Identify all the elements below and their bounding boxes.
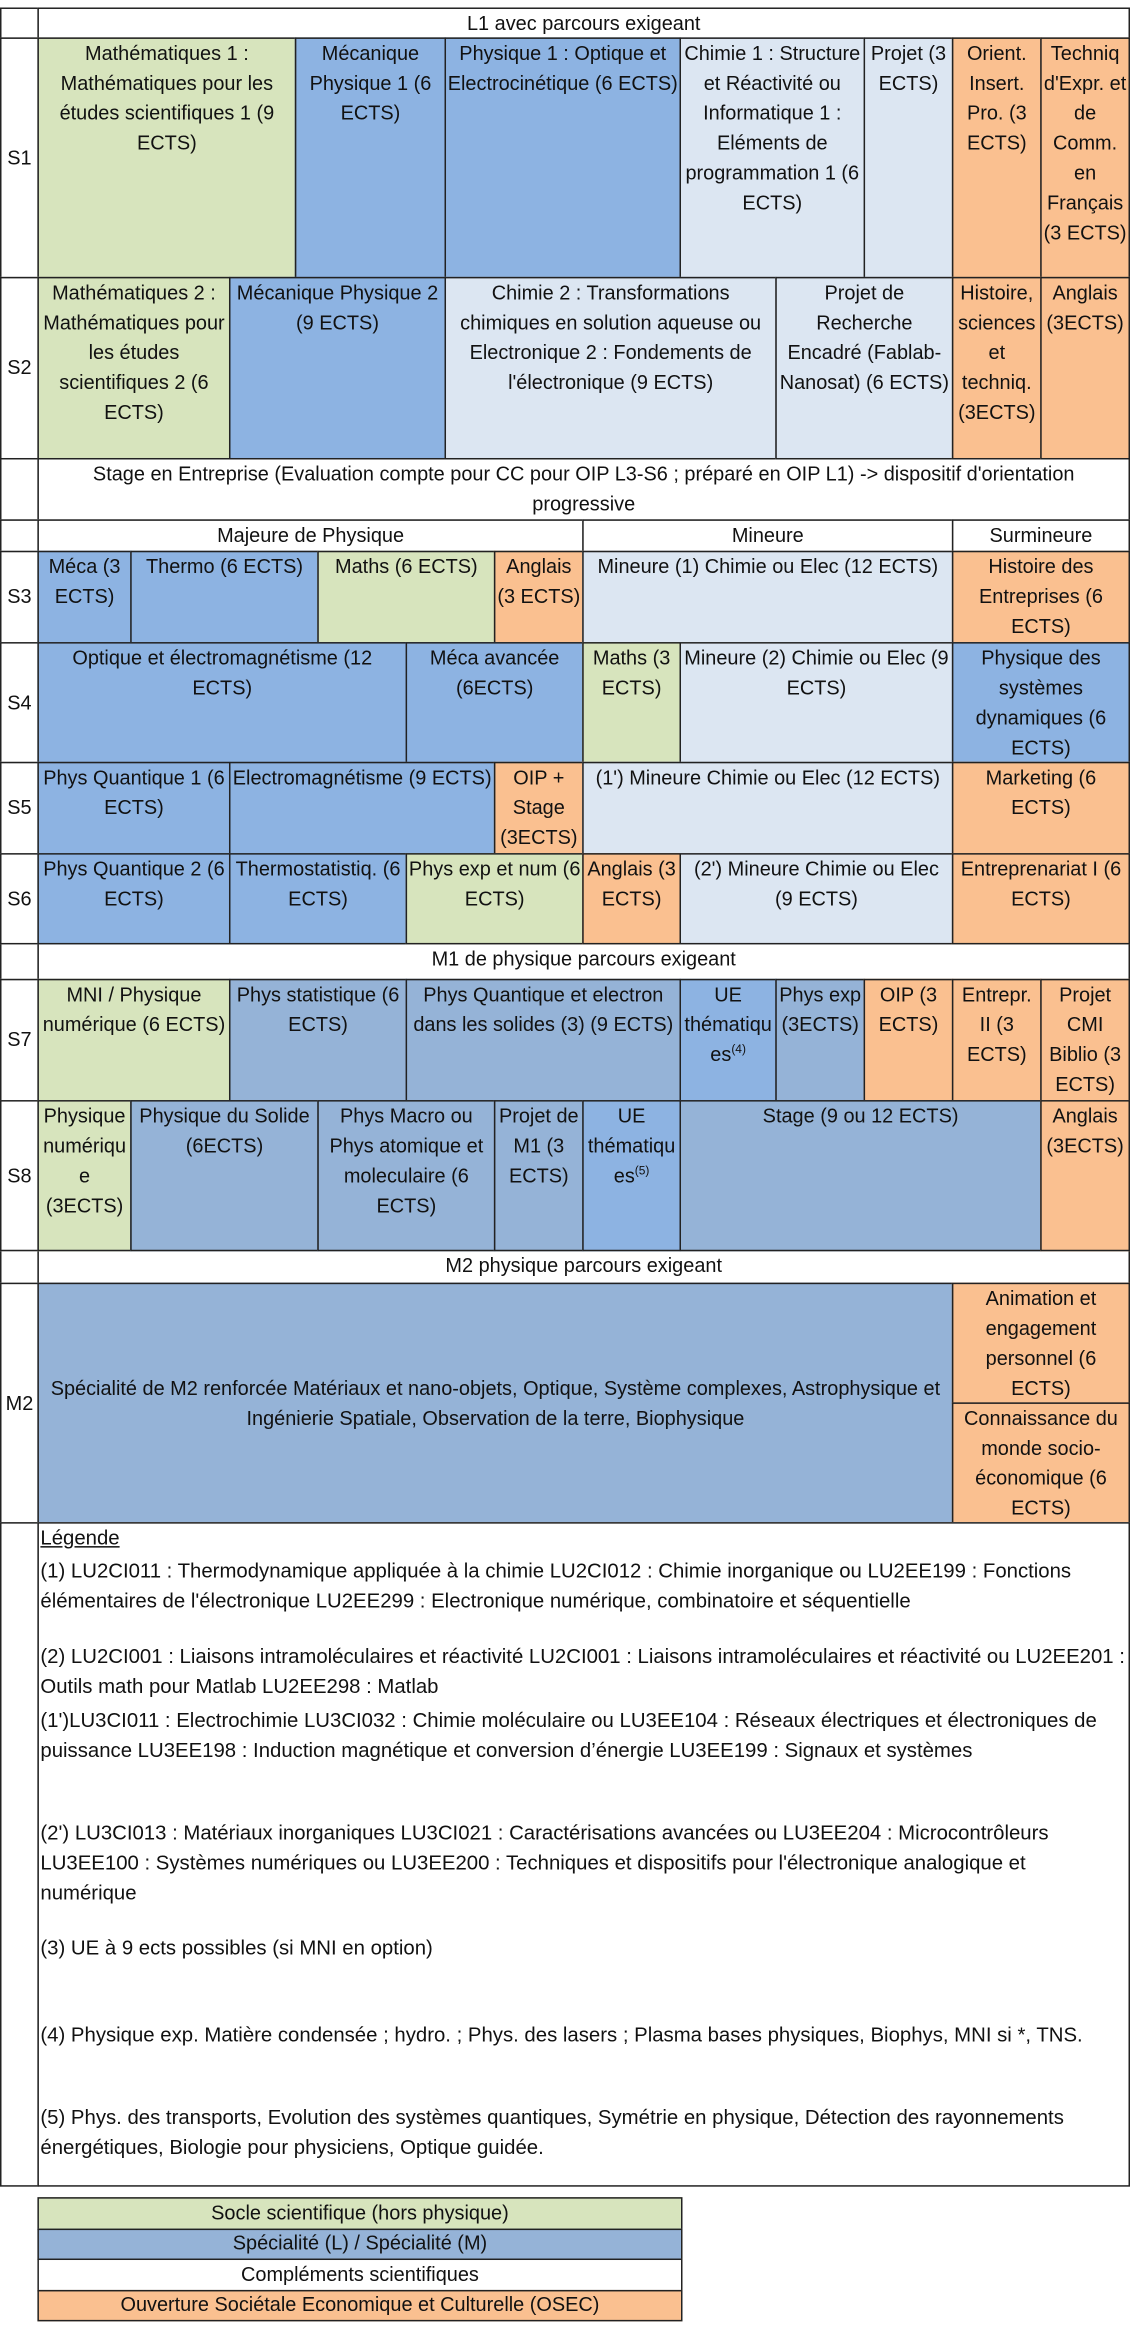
row-label: S3 (0, 550, 39, 644)
cell-text: UE thématiques (684, 983, 772, 1066)
course-cell: Maths (6 ECTS) (317, 550, 496, 644)
course-cell: Mécanique Physique 1 (6 ECTS) (294, 37, 447, 279)
row-label: S5 (0, 761, 39, 855)
course-cell: (1') Mineure Chimie ou Elec (12 ECTS) (582, 761, 954, 855)
course-cell: Entrepr. II (3 ECTS) (951, 978, 1042, 1102)
course-cell: OIP + Stage (3ECTS) (493, 761, 584, 855)
legend-item: (4) Physique exp. Matière condensée ; hy… (40, 2023, 1083, 2046)
course-cell: Animation et engagement personnel (6 ECT… (951, 1282, 1130, 1404)
course-cell: Phys Macro ou Phys atomique et moleculai… (317, 1100, 496, 1252)
course-cell: Mathématiques 1 : Mathématiques pour les… (37, 37, 297, 279)
row-label: S8 (0, 1100, 39, 1252)
section-title: L1 avec parcours exigeant (37, 7, 1130, 39)
course-cell: Physique du Solide (6ECTS) (130, 1100, 319, 1252)
course-cell: MNI / Physique numérique (6 ECTS) (37, 978, 231, 1102)
course-cell: Physique 1 : Optique et Electrocinétique… (444, 37, 681, 279)
column-header: Mineure (582, 519, 954, 553)
course-cell: Anglais (3ECTS) (1040, 276, 1130, 460)
course-cell: Mineure (1) Chimie ou Elec (12 ECTS) (582, 550, 954, 644)
course-cell: Phys exp (3ECTS) (775, 978, 866, 1102)
course-cell: Projet CMI Biblio (3 ECTS) (1040, 978, 1130, 1102)
course-cell: Projet (3 ECTS) (863, 37, 954, 279)
course-cell: Connaissance du monde socio-économique (… (951, 1402, 1130, 1524)
course-cell: Stage (9 ou 12 ECTS) (679, 1100, 1042, 1252)
course-cell: Histoire des Entreprises (6 ECTS) (951, 550, 1130, 644)
column-header: Surmineure (951, 519, 1130, 553)
course-cell: UE thématiques(5) (582, 1100, 681, 1252)
row-label (0, 7, 39, 39)
row-label: S4 (0, 642, 39, 764)
course-cell: Electromagnétisme (9 ECTS) (228, 761, 496, 855)
course-cell: Techniq d'Expr. et de Comm. en Français … (1040, 37, 1130, 279)
section-title: M1 de physique parcours exigeant (37, 942, 1130, 981)
section-title: M2 physique parcours exigeant (37, 1249, 1130, 1285)
course-cell: Thermo (6 ECTS) (130, 550, 319, 644)
row-label (0, 519, 39, 553)
legend-item: (2) LU2CI001 : Liaisons intramoléculaire… (40, 1644, 1125, 1698)
course-cell: Orient. Insert. Pro. (3 ECTS) (951, 37, 1042, 279)
course-cell: Mécanique Physique 2 (9 ECTS) (228, 276, 447, 460)
legend-item: (1) LU2CI011 : Thermodynamique appliquée… (40, 1559, 1072, 1612)
key-entry: Socle scientifique (hors physique) (37, 2197, 683, 2230)
row-label: S7 (0, 978, 39, 1102)
course-cell: (2') Mineure Chimie ou Elec (9 ECTS) (679, 853, 954, 945)
course-cell: Projet de M1 (3 ECTS) (493, 1100, 584, 1252)
cell-text: UE thématiques (587, 1104, 676, 1187)
row-label (0, 1249, 39, 1285)
course-cell: Méca avancée (6ECTS) (405, 642, 584, 764)
footnote-mark: (4) (731, 1042, 746, 1057)
course-cell: Chimie 2 : Transformations chimiques en … (444, 276, 777, 460)
course-cell: Optique et électromagnétisme (12 ECTS) (37, 642, 408, 764)
course-cell: Entreprenariat I (6 ECTS) (951, 853, 1130, 945)
course-cell: Projet de Recherche Encadré (Fablab-Nano… (775, 276, 954, 460)
course-cell: Phys Quantique et electron dans les soli… (405, 978, 681, 1102)
row-label (0, 457, 39, 521)
course-cell: Phys exp et num (6 ECTS) (405, 853, 584, 945)
course-cell: UE thématiques(4) (679, 978, 777, 1102)
row-label: S1 (0, 37, 39, 279)
course-cell: Mathématiques 2 : Mathématiques pour les… (37, 276, 231, 460)
course-cell: Anglais (3 ECTS) (582, 853, 681, 945)
legend-item: (1')LU3CI011 : Electrochimie LU3CI032 : … (40, 1709, 1097, 1762)
course-cell: Phys Quantique 2 (6 ECTS) (37, 853, 231, 945)
stage-row: Stage en Entreprise (Evaluation compte p… (37, 457, 1130, 521)
course-cell: Physique numérique (3ECTS) (37, 1100, 132, 1252)
row-label (0, 1522, 39, 2187)
course-cell: Anglais (3 ECTS) (493, 550, 584, 644)
course-cell: Phys statistique (6 ECTS) (228, 978, 408, 1102)
course-cell: Maths (3 ECTS) (582, 642, 681, 764)
legend-item: (5) Phys. des transports, Evolution des … (40, 2105, 1064, 2159)
course-cell: Phys Quantique 1 (6 ECTS) (37, 761, 231, 855)
course-cell: Physique des systèmes dynamiques (6 ECTS… (951, 642, 1130, 764)
legend-item: (3) UE à 9 ects possibles (si MNI en opt… (40, 1936, 433, 1960)
row-label (0, 942, 39, 981)
course-cell: Mineure (2) Chimie ou Elec (9 ECTS) (679, 642, 954, 764)
course-cell: Méca (3 ECTS) (37, 550, 132, 644)
course-cell: Spécialité de M2 renforcée Matériaux et … (37, 1282, 954, 1524)
course-cell: Marketing (6 ECTS) (951, 761, 1130, 855)
footnote-mark: (5) (634, 1163, 650, 1178)
course-cell: Anglais (3ECTS) (1040, 1100, 1130, 1252)
legend-title: Légende (40, 1526, 120, 1550)
key-entry: Spécialité (L) / Spécialité (M) (37, 2227, 683, 2261)
course-cell: Thermostatistiq. (6 ECTS) (228, 853, 408, 945)
legend-box (37, 1522, 1130, 2187)
row-label: S2 (0, 276, 39, 460)
column-header: Majeure de Physique (37, 519, 584, 553)
course-cell: Chimie 1 : Structure et Réactivité ou In… (679, 37, 866, 279)
legend-item: (2') LU3CI013 : Matériaux inorganiques L… (40, 1821, 1049, 1904)
course-cell: Histoire, sciences et techniq. (3ECTS) (951, 276, 1042, 460)
key-entry: Ouverture Sociétale Economique et Cultur… (37, 2289, 683, 2322)
course-cell: OIP (3 ECTS) (863, 978, 954, 1102)
row-label: S6 (0, 853, 39, 945)
key-entry: Compléments scientifiques (37, 2258, 683, 2291)
row-label: M2 (0, 1282, 39, 1524)
